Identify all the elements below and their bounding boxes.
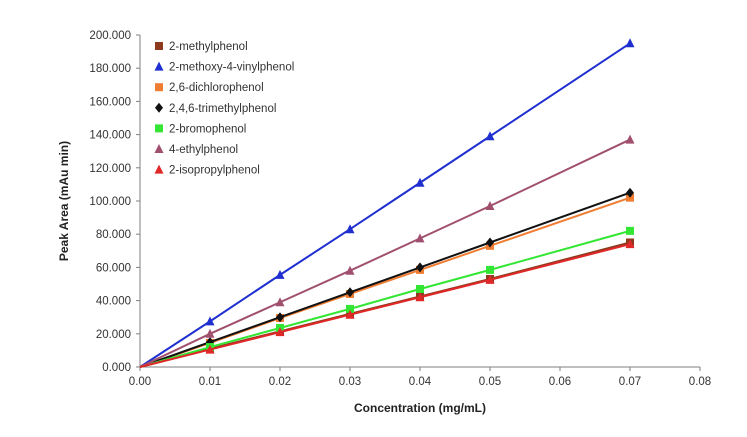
y-axis-title: Peak Area (mAu min) <box>57 141 71 261</box>
data-point <box>416 284 424 293</box>
data-point <box>205 316 215 326</box>
x-tick-label: 0.03 <box>339 376 361 388</box>
data-point <box>625 38 635 48</box>
x-tick-label: 0.05 <box>479 376 501 388</box>
data-point <box>346 287 354 298</box>
data-point <box>345 224 355 234</box>
y-tick-label: 200.000 <box>89 30 131 42</box>
x-ticks: 0.00 0.01 0.02 0.03 0.04 0.05 0.06 0.07 0.08 <box>129 367 711 388</box>
x-tick-label: 0.06 <box>549 376 571 388</box>
x-axis-title: Concentration (mg/mL) <box>354 401 486 415</box>
data-point <box>205 328 215 338</box>
data-point <box>485 200 495 210</box>
legend-item: 2-bromophenol <box>155 123 246 135</box>
series-line <box>139 243 631 368</box>
data-point <box>625 134 635 144</box>
data-point <box>345 309 355 319</box>
y-tick-label: 160.000 <box>89 96 131 108</box>
y-tick-label: 180.000 <box>89 63 131 75</box>
data-point <box>625 239 635 249</box>
data-point <box>276 312 284 323</box>
legend-item: 2-isopropylphenol <box>154 164 260 177</box>
data-point <box>345 265 355 275</box>
data-point <box>415 177 425 187</box>
legend-label: 2-methylphenol <box>169 41 248 53</box>
legend-label: 2,6-dichlorophenol <box>169 82 264 94</box>
legend-marker <box>154 144 164 153</box>
legend-marker <box>155 83 163 92</box>
y-tick-label: 80.000 <box>96 229 131 241</box>
legend-item: 2,4,6-trimethylphenol <box>155 102 276 115</box>
data-point <box>486 265 494 274</box>
data-point <box>415 233 425 243</box>
series-2 <box>139 38 635 368</box>
legend-marker <box>155 42 163 50</box>
legend-item: 4-ethylphenol <box>154 144 238 156</box>
legend-label: 2-bromophenol <box>169 123 246 135</box>
x-tick-label: 0.00 <box>129 376 151 388</box>
y-tick-label: 100.000 <box>89 196 131 208</box>
data-point <box>346 304 354 313</box>
legend-marker <box>154 164 164 174</box>
legend-item: 2-methylphenol <box>155 41 248 53</box>
data-point <box>626 187 634 198</box>
legend-marker <box>155 124 163 133</box>
legend-label: 4-ethylphenol <box>169 144 238 156</box>
data-point <box>275 327 285 337</box>
data-point <box>205 344 215 354</box>
data-point <box>485 274 495 284</box>
legend-label: 2,4,6-trimethylphenol <box>169 103 276 115</box>
series-4 <box>139 187 634 368</box>
y-ticks: 0.000 20.000 40.000 60.000 80.000 100.000 120.… <box>89 30 140 374</box>
data-point <box>626 226 634 235</box>
legend-label: 2-isopropylphenol <box>169 165 260 177</box>
x-tick-label: 0.08 <box>689 376 711 388</box>
series-line <box>139 191 631 368</box>
data-point <box>485 131 495 141</box>
series-6 <box>139 134 635 368</box>
series-7 <box>139 239 635 368</box>
y-tick-label: 120.000 <box>89 163 131 175</box>
x-tick-label: 0.07 <box>619 376 641 388</box>
legend-label: 2-methoxy-4-vinylphenol <box>169 62 294 74</box>
y-tick-label: 140.000 <box>89 130 131 142</box>
x-tick-label: 0.02 <box>269 376 291 388</box>
y-tick-label: 20.000 <box>96 329 131 341</box>
y-tick-label: 40.000 <box>96 296 131 308</box>
data-point <box>275 269 285 279</box>
y-tick-label: 60.000 <box>96 262 131 274</box>
series-5 <box>139 226 634 368</box>
legend-marker <box>154 61 164 71</box>
data-point <box>486 237 494 248</box>
legend-marker <box>155 102 163 113</box>
legend: 2-methylphenol 2-methoxy-4-vinylphenol 2,6… <box>154 41 294 177</box>
x-tick-label: 0.04 <box>409 376 432 388</box>
data-point <box>415 292 425 302</box>
data-point <box>416 262 424 273</box>
legend-item: 2-methoxy-4-vinylphenol <box>154 61 294 74</box>
data-point <box>275 297 285 307</box>
y-tick-label: 0.000 <box>102 362 131 374</box>
series-layer <box>139 38 635 368</box>
legend-item: 2,6-dichlorophenol <box>155 82 264 94</box>
x-tick-label: 0.01 <box>199 376 221 388</box>
